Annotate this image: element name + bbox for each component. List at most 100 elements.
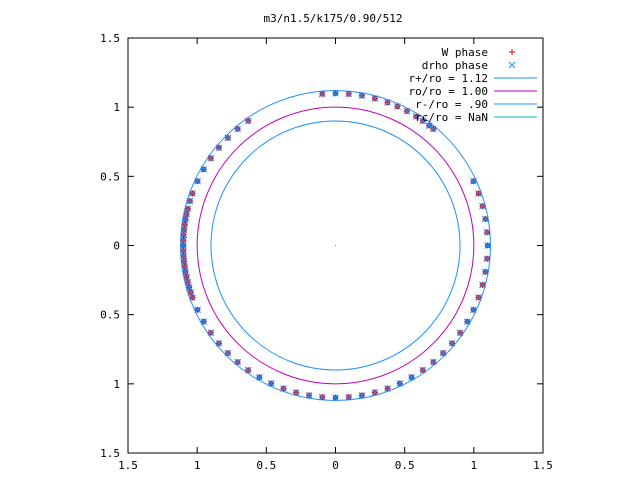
drho-phase-point	[207, 329, 215, 337]
cross-b	[194, 177, 201, 185]
drho-phase-point	[470, 306, 477, 314]
cross-b	[185, 284, 193, 291]
cross-b	[470, 177, 477, 185]
drho-phase-point	[244, 366, 252, 374]
drho-phase-point	[358, 392, 366, 399]
drho-phase-point	[371, 389, 379, 396]
cross-b	[483, 228, 491, 236]
cross-b	[182, 215, 189, 223]
cross-b	[345, 393, 353, 401]
cross-b	[189, 294, 196, 301]
drho-phase-point	[456, 329, 464, 337]
drho-phase-point	[186, 197, 194, 205]
drho-phase-point	[215, 144, 223, 152]
legend-w-marker	[509, 49, 515, 55]
cross-b	[180, 231, 188, 239]
drho-phase-point	[182, 215, 189, 223]
cross-b	[429, 358, 437, 366]
drho-phase-point	[180, 252, 188, 260]
drho-phase-point	[345, 90, 353, 98]
drho-phase-point	[483, 228, 491, 236]
cross-b	[484, 242, 492, 249]
drho-phase-point	[194, 177, 201, 185]
cross-b	[207, 154, 215, 162]
cross-b	[207, 329, 215, 337]
drho-phase-point	[182, 268, 189, 276]
cross-b	[358, 92, 366, 99]
drho-phase-point	[412, 113, 420, 120]
cross-b	[439, 349, 447, 357]
origin-dot	[334, 244, 337, 247]
data-points	[179, 49, 516, 402]
cross-b	[181, 220, 189, 228]
cross-b	[215, 144, 223, 152]
cross-b	[215, 339, 223, 347]
drho-phase-point	[483, 255, 491, 263]
drho-phase-point	[179, 242, 187, 249]
drho-phase-point	[408, 373, 415, 381]
drho-phase-point	[448, 339, 456, 347]
legend-label: W phase	[442, 46, 488, 59]
x-tick-label: 1.5	[118, 459, 138, 472]
x-tick-label: 0	[332, 459, 339, 472]
cross-b	[180, 252, 188, 260]
drho-phase-point	[396, 380, 404, 387]
cross-b	[384, 385, 391, 392]
cross-b	[384, 99, 391, 106]
cross-b	[394, 103, 401, 110]
drho-phase-point	[475, 190, 482, 197]
cross-b	[396, 380, 404, 387]
drho-phase-point	[345, 393, 353, 401]
drho-phase-point	[318, 90, 326, 98]
y-tick-label: 0.5	[100, 170, 120, 183]
cross-b	[184, 205, 192, 213]
cross-b	[358, 392, 366, 399]
cross-b	[448, 339, 456, 347]
drho-phase-point	[384, 385, 391, 392]
cross-b	[183, 210, 191, 218]
x-tick-label: 0.5	[395, 459, 415, 472]
cross-b	[244, 117, 252, 125]
drho-phase-point	[244, 117, 252, 125]
y-tick-label: 1	[113, 101, 120, 114]
y-tick-label: 1.5	[100, 447, 120, 460]
drho-phase-point	[429, 358, 437, 366]
x-tick-label: 1	[471, 459, 478, 472]
cross-b	[189, 190, 196, 197]
cross-b	[182, 268, 189, 276]
drho-phase-point	[292, 389, 300, 396]
cross-b	[475, 190, 482, 197]
chart-title: m3/n1.5/k175/0.90/512	[263, 12, 402, 25]
cross-b	[183, 273, 191, 281]
drho-phase-point	[280, 385, 287, 392]
cross-b	[200, 166, 208, 173]
cross-b	[224, 349, 232, 357]
cross-b	[318, 90, 326, 98]
drho-phase-point	[305, 392, 313, 399]
drho-phase-point	[384, 99, 391, 106]
cross-b	[187, 289, 195, 296]
cross-b	[508, 61, 516, 69]
cross-b	[234, 358, 242, 366]
drho-phase-point	[479, 281, 486, 289]
cross-b	[419, 366, 427, 374]
cross-b	[256, 373, 263, 381]
drho-phase-point	[256, 373, 263, 381]
legend-label: ro/ro = 1.00	[409, 85, 488, 98]
drho-phase-point	[371, 95, 379, 102]
cross-b	[419, 117, 427, 125]
drho-phase-point	[200, 318, 208, 325]
drho-phase-point	[180, 236, 187, 244]
drho-phase-point	[215, 339, 223, 347]
cross-b	[234, 125, 242, 133]
drho-phase-point	[470, 177, 477, 185]
drho-phase-point	[207, 154, 215, 162]
drho-phase-point	[419, 366, 427, 374]
drho-phase-point	[200, 166, 208, 173]
cross-b	[180, 236, 187, 244]
cross-b	[180, 226, 188, 233]
cross-b	[429, 125, 437, 133]
drho-phase-point	[484, 242, 492, 249]
legend-label: rc/ro = NaN	[415, 111, 488, 124]
